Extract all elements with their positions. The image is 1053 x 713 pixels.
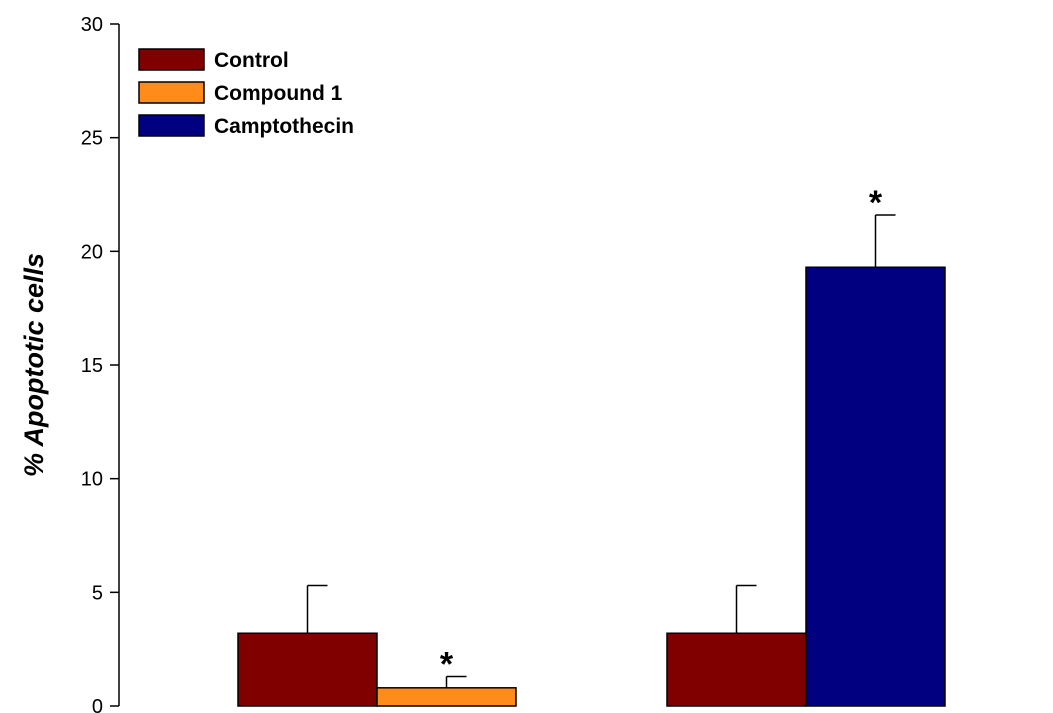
y-tick-label-10: 10 xyxy=(81,469,103,491)
legend-label-compound-1: Compound 1 xyxy=(214,82,343,105)
legend-swatch-compound-1 xyxy=(138,81,205,104)
bar-compound-1-group-1 xyxy=(376,687,517,707)
significance-asterisk: * xyxy=(440,645,454,683)
bar-control-group-1 xyxy=(237,632,378,707)
legend-swatch-camptothecin xyxy=(138,114,205,137)
error-bars xyxy=(306,214,896,688)
y-axis-title: % Apoptotic cells xyxy=(19,253,49,477)
bar-camptothecin-group-2 xyxy=(805,266,946,707)
y-tick-label-15: 15 xyxy=(81,355,103,377)
y-tick-label-25: 25 xyxy=(81,128,103,150)
legend-label-control: Control xyxy=(214,49,289,72)
significance-asterisk: * xyxy=(869,184,883,222)
y-tick-label-20: 20 xyxy=(81,241,103,263)
bars xyxy=(237,266,946,707)
y-tick-label-5: 5 xyxy=(92,582,103,604)
legend: Control Compound 1 Camptothecin xyxy=(138,48,354,138)
y-axis-ticks: 0 5 10 15 20 25 30 xyxy=(81,14,119,713)
significance-marks: ** xyxy=(440,184,883,683)
y-tick-label-30: 30 xyxy=(81,14,103,36)
bar-control-group-2 xyxy=(666,632,807,707)
legend-swatch-control xyxy=(138,48,205,71)
legend-label-camptothecin: Camptothecin xyxy=(214,115,354,138)
y-tick-label-0: 0 xyxy=(92,696,103,713)
